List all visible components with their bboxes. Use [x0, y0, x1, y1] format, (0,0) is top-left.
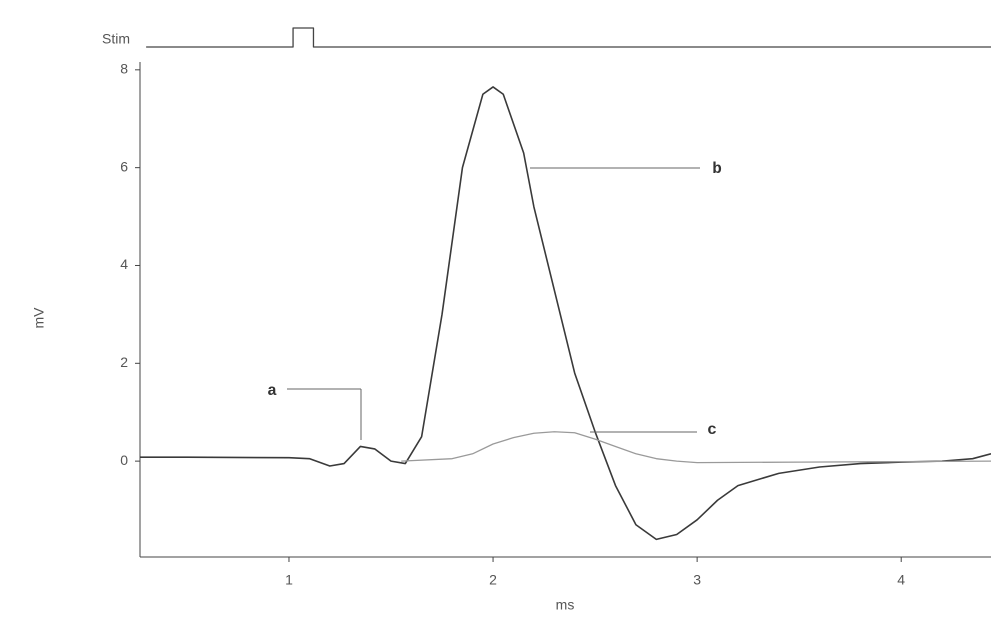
x-tick-label: 3	[693, 572, 701, 588]
y-tick-label: 4	[120, 256, 128, 272]
x-axis-label: ms	[556, 597, 575, 613]
stim-trace	[146, 28, 991, 47]
x-tick-label: 2	[489, 572, 497, 588]
y-tick-label: 6	[120, 158, 128, 174]
y-tick-label: 0	[120, 452, 128, 468]
y-tick-label: 8	[120, 61, 128, 77]
stim-label: Stim	[102, 31, 130, 47]
y-axis-label: mV	[31, 307, 47, 329]
x-tick-label: 4	[897, 572, 905, 588]
annotation: b	[712, 160, 722, 178]
annotation: a	[267, 382, 277, 400]
y-tick-label: 2	[120, 354, 128, 370]
trace	[140, 87, 991, 539]
chart: mV ms Stim 0 2 4 6 8 1 2 3 4 a b c	[0, 0, 991, 625]
trace	[401, 432, 991, 463]
x-tick-label: 1	[285, 572, 293, 588]
annotation: c	[707, 421, 717, 439]
